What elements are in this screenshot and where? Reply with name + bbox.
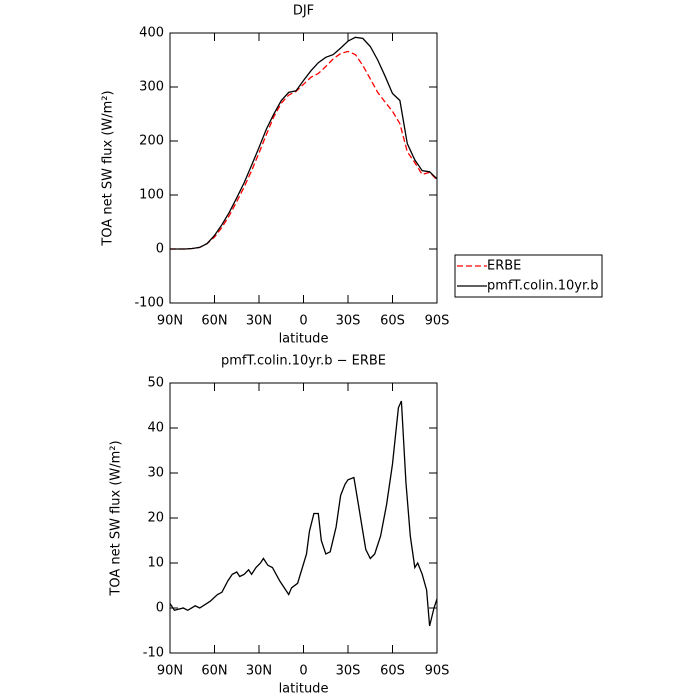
x-tick-label: 90N <box>157 664 183 679</box>
x-tick-label: 90S <box>425 664 450 679</box>
x-tick-label: 30S <box>336 314 361 329</box>
y-tick-label: -100 <box>134 296 164 311</box>
y-axis-label: TOA net SW flux (W/m²) <box>101 90 116 246</box>
x-axis-label: latitude <box>279 332 329 347</box>
x-tick-label: 60N <box>201 314 227 329</box>
x-tick-label: 60S <box>380 314 405 329</box>
y-tick-label: 400 <box>139 26 164 41</box>
data-line <box>170 50 438 250</box>
x-tick-label: 60N <box>201 664 227 679</box>
x-tick-label: 90S <box>425 314 450 329</box>
legend-label: pmfT.colin.10yr.b <box>487 279 599 294</box>
x-tick-label: 30S <box>336 664 361 679</box>
x-tick-label: 90N <box>157 314 183 329</box>
y-tick-label: 300 <box>139 80 164 95</box>
x-tick-label: 60S <box>380 664 405 679</box>
legend-label: ERBE <box>487 259 521 274</box>
y-tick-label: 50 <box>147 376 164 391</box>
chart-title: pmfT.colin.10yr.b − ERBE <box>221 354 386 369</box>
y-axis-label: TOA net SW flux (W/m²) <box>109 440 124 596</box>
y-tick-label: 40 <box>147 421 164 436</box>
y-tick-label: 20 <box>147 511 164 526</box>
y-tick-label: 0 <box>156 601 164 616</box>
y-tick-label: 100 <box>139 188 164 203</box>
x-tick-label: 30N <box>246 664 272 679</box>
legend-box <box>454 254 603 298</box>
y-tick-label: -10 <box>143 646 164 661</box>
x-tick-label: 0 <box>299 314 307 329</box>
y-tick-label: 30 <box>147 466 164 481</box>
x-tick-label: 0 <box>299 664 307 679</box>
chart-title: DJF <box>293 4 314 19</box>
y-tick-label: 10 <box>147 556 164 571</box>
y-tick-label: 200 <box>139 134 164 149</box>
y-tick-label: 0 <box>156 242 164 257</box>
data-line <box>170 36 438 250</box>
x-axis-label: latitude <box>279 682 329 697</box>
data-line <box>169 400 438 627</box>
x-tick-label: 30N <box>246 314 272 329</box>
plot-frame <box>169 32 438 304</box>
